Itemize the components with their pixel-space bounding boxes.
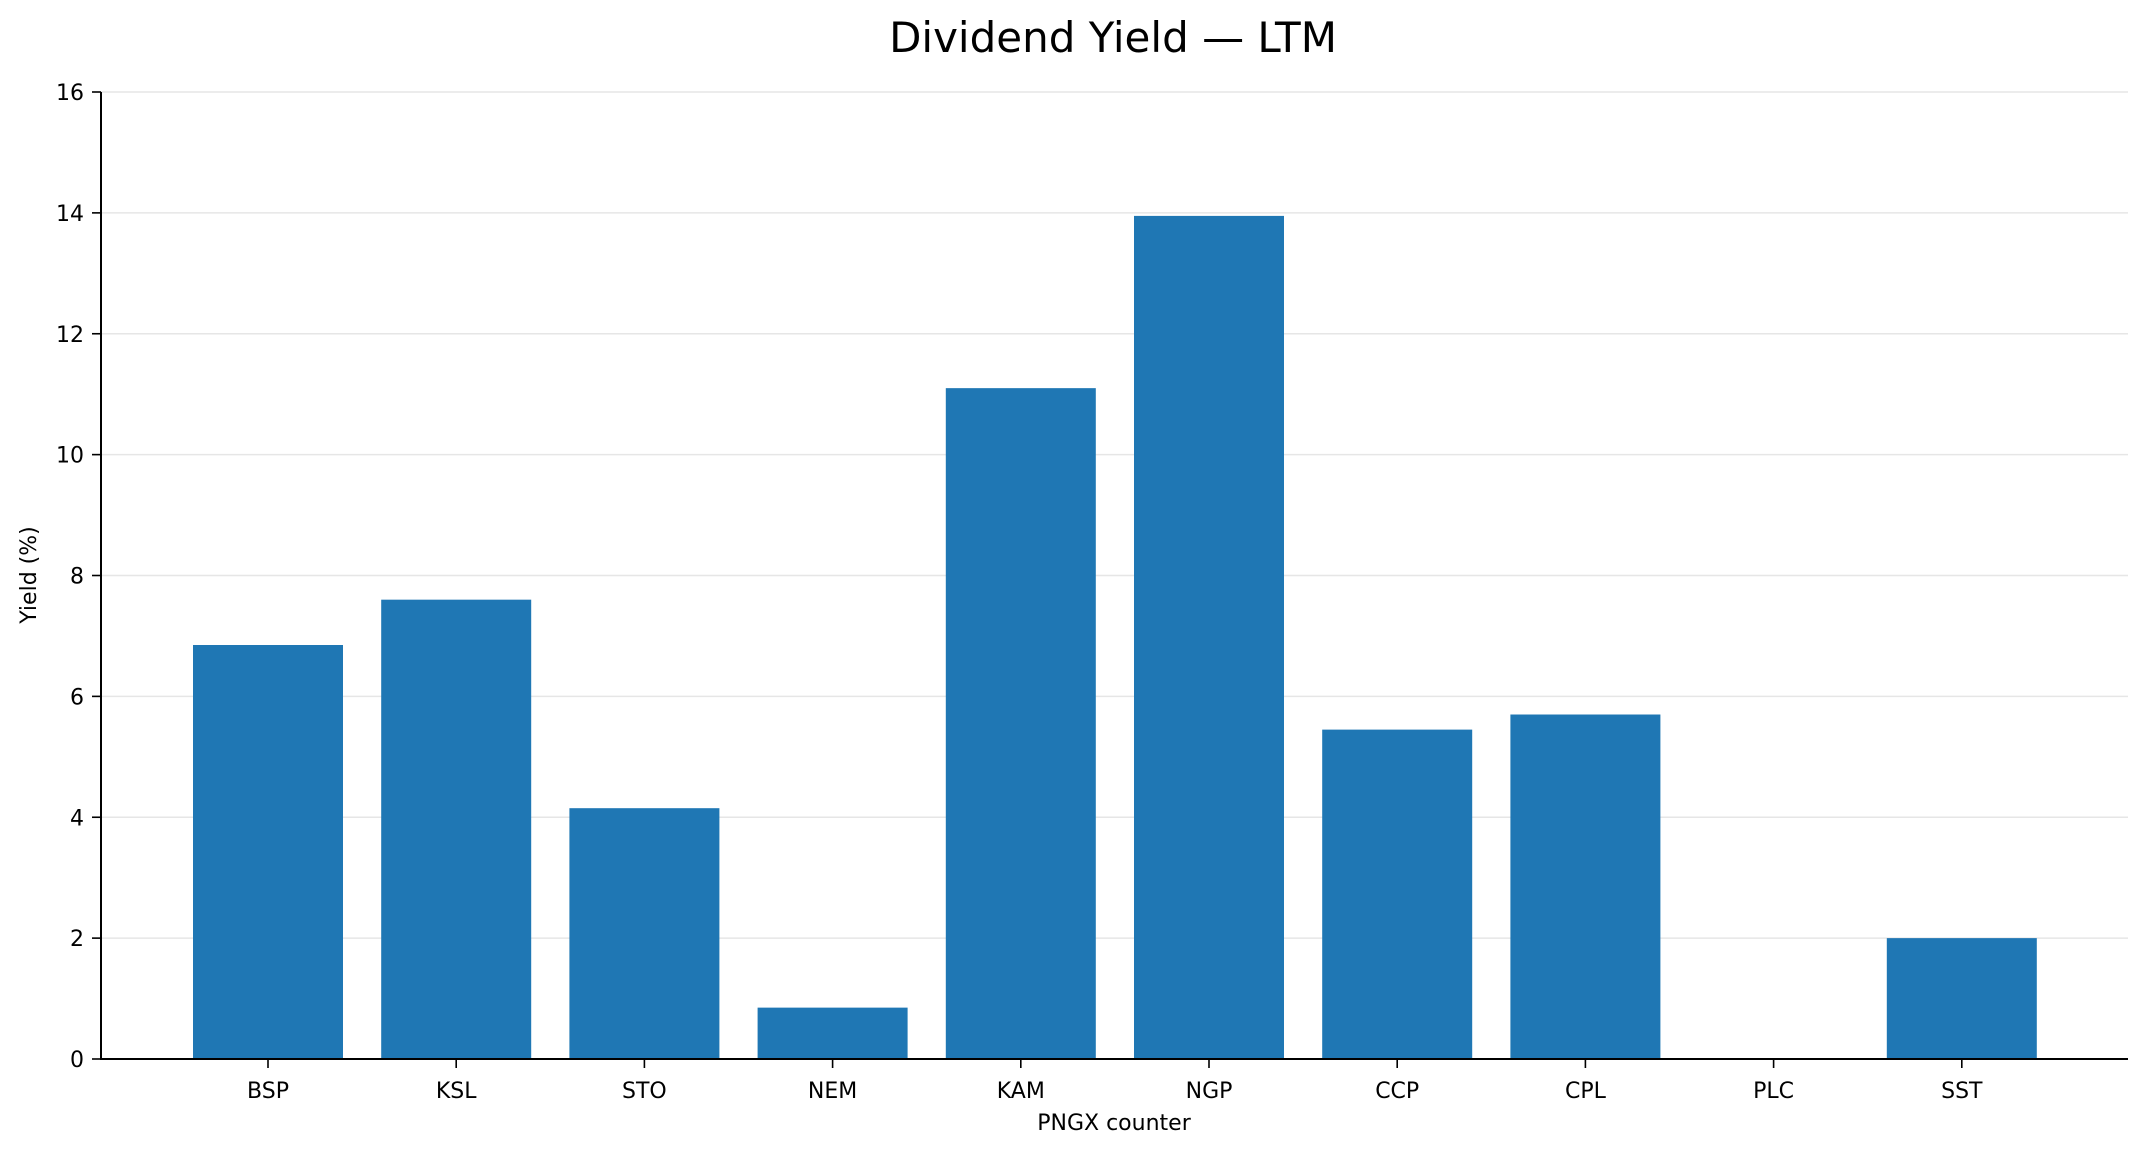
bar-sto (569, 808, 720, 1059)
x-tick-label: KSL (436, 1079, 477, 1104)
x-tick-label: BSP (247, 1079, 289, 1104)
y-tick-label: 16 (56, 81, 84, 106)
x-tick-label: PLC (1753, 1079, 1794, 1104)
bar-ccp (1322, 729, 1473, 1059)
y-tick-label: 2 (70, 927, 84, 952)
bar-cpl (1510, 714, 1661, 1059)
x-axis-title: PNGX counter (1037, 1111, 1191, 1136)
x-tick-label: KAM (997, 1079, 1045, 1104)
y-axis-title: Yield (%) (17, 526, 42, 624)
chart-title: Dividend Yield — LTM (889, 13, 1337, 62)
bar-ksl (381, 599, 532, 1059)
x-tick-label: SST (1941, 1079, 1983, 1104)
y-tick-label: 4 (70, 806, 84, 831)
x-tick-label: STO (622, 1079, 667, 1104)
y-tick-label: 0 (70, 1048, 84, 1073)
y-tick-label: 12 (56, 323, 84, 348)
x-tick-label: NEM (808, 1079, 857, 1104)
x-ticks: BSP KSL STO NEM KAM NGP CCP CPL PLC SST (247, 1059, 1983, 1104)
x-tick-label: NGP (1186, 1079, 1233, 1104)
bar-ngp (1134, 215, 1284, 1060)
y-tick-label: 8 (70, 565, 84, 590)
bar-kam (945, 388, 1096, 1059)
y-tick-label: 10 (56, 444, 84, 469)
bar-nem (757, 1007, 908, 1059)
bar-sst (1886, 938, 2037, 1059)
y-tick-label: 14 (56, 202, 84, 227)
bar-bsp (193, 645, 343, 1059)
x-tick-label: CCP (1375, 1079, 1419, 1104)
bars (193, 215, 2037, 1060)
y-ticks: 0 2 4 6 8 10 12 14 16 (56, 81, 101, 1073)
y-tick-label: 6 (70, 685, 84, 710)
x-tick-label: CPL (1565, 1079, 1607, 1104)
